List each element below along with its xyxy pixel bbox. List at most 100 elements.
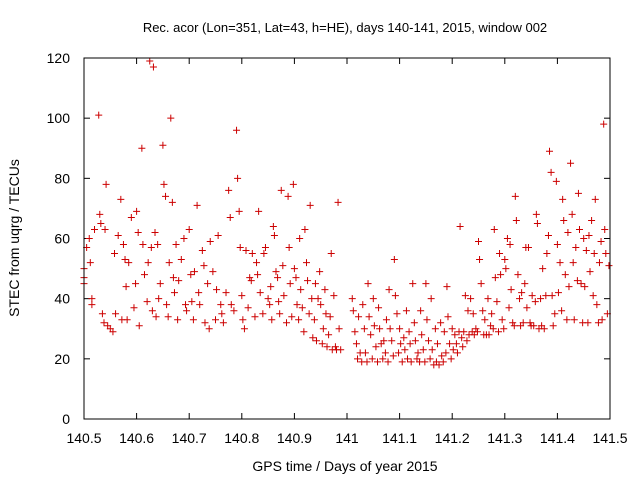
data-point	[414, 349, 422, 357]
data-point	[514, 271, 522, 279]
data-point	[132, 280, 140, 288]
data-point	[318, 340, 326, 348]
data-point	[594, 319, 602, 327]
data-point	[418, 331, 426, 339]
data-point	[144, 259, 152, 267]
data-point	[98, 310, 106, 318]
data-point	[498, 316, 506, 324]
data-point	[593, 301, 601, 309]
data-point	[331, 343, 339, 351]
data-point	[367, 331, 375, 339]
data-point	[236, 244, 244, 252]
data-point	[442, 349, 450, 357]
data-point	[363, 358, 371, 366]
data-point	[569, 259, 577, 267]
data-point	[230, 307, 238, 315]
data-point	[151, 228, 159, 236]
data-point	[326, 313, 334, 321]
data-point	[275, 298, 283, 306]
data-point	[102, 180, 110, 188]
data-point	[500, 325, 508, 333]
data-point	[146, 57, 154, 65]
data-point	[297, 286, 305, 294]
data-point	[494, 328, 502, 336]
data-point	[497, 271, 505, 279]
data-point	[409, 280, 417, 288]
data-point	[390, 256, 398, 264]
data-point	[206, 238, 214, 246]
y-axis-label: STEC from uqrg / TECUs	[6, 159, 22, 317]
data-point	[88, 295, 96, 303]
data-point	[582, 247, 590, 255]
data-point	[251, 313, 259, 321]
data-point	[334, 198, 342, 206]
data-point	[96, 210, 104, 218]
data-point	[270, 231, 278, 239]
data-point	[187, 271, 195, 279]
data-point	[374, 358, 382, 366]
data-point	[201, 319, 209, 327]
data-point	[88, 301, 96, 309]
data-point	[175, 277, 183, 285]
data-point	[125, 259, 133, 267]
axis-ticks: 140.5 140.6 140.7 140.8 140.9 141 141.1 141.2 14…	[47, 50, 628, 446]
data-point	[475, 238, 482, 246]
data-point	[327, 250, 335, 258]
data-point	[595, 259, 603, 267]
data-point	[460, 328, 468, 336]
data-point	[260, 250, 268, 258]
data-point	[195, 289, 203, 297]
data-point	[193, 201, 201, 209]
data-point	[402, 307, 410, 315]
data-point	[532, 210, 540, 218]
data-point	[86, 259, 94, 267]
data-point	[484, 295, 492, 303]
data-point	[551, 310, 559, 318]
data-point	[355, 313, 363, 321]
data-point	[165, 259, 173, 267]
data-point	[449, 346, 457, 354]
data-point	[446, 340, 454, 348]
data-point	[501, 256, 509, 264]
data-point	[163, 301, 171, 309]
data-point	[235, 207, 243, 215]
data-point	[563, 316, 571, 324]
data-point	[591, 195, 599, 203]
data-point	[558, 307, 566, 315]
data-point	[395, 349, 403, 357]
data-point	[204, 280, 212, 288]
data-point	[406, 340, 414, 348]
data-point	[117, 195, 125, 203]
data-point	[502, 265, 510, 273]
data-point	[539, 265, 547, 273]
data-point	[537, 295, 545, 303]
data-point	[447, 355, 455, 363]
data-point	[190, 268, 198, 276]
data-point	[246, 274, 254, 282]
y-tick-label: 20	[54, 351, 70, 367]
data-point	[380, 337, 388, 345]
data-point	[364, 280, 372, 288]
data-point	[391, 292, 399, 300]
data-point	[559, 195, 567, 203]
data-point	[349, 307, 357, 315]
data-point	[506, 241, 514, 249]
x-tick-label: 140.8	[224, 430, 259, 446]
data-point	[397, 340, 405, 348]
data-point	[400, 334, 408, 342]
data-point	[152, 313, 160, 321]
y-tick-label: 40	[54, 291, 70, 307]
data-point	[170, 289, 178, 297]
data-point	[227, 301, 235, 309]
data-point	[507, 286, 515, 294]
data-point	[95, 111, 103, 119]
data-point	[244, 304, 252, 312]
data-point	[298, 304, 306, 312]
data-point	[289, 180, 297, 188]
data-point	[382, 316, 390, 324]
data-point	[422, 280, 430, 288]
data-point	[264, 295, 272, 303]
data-point	[112, 310, 120, 318]
data-point	[580, 235, 588, 242]
data-point	[352, 340, 360, 348]
